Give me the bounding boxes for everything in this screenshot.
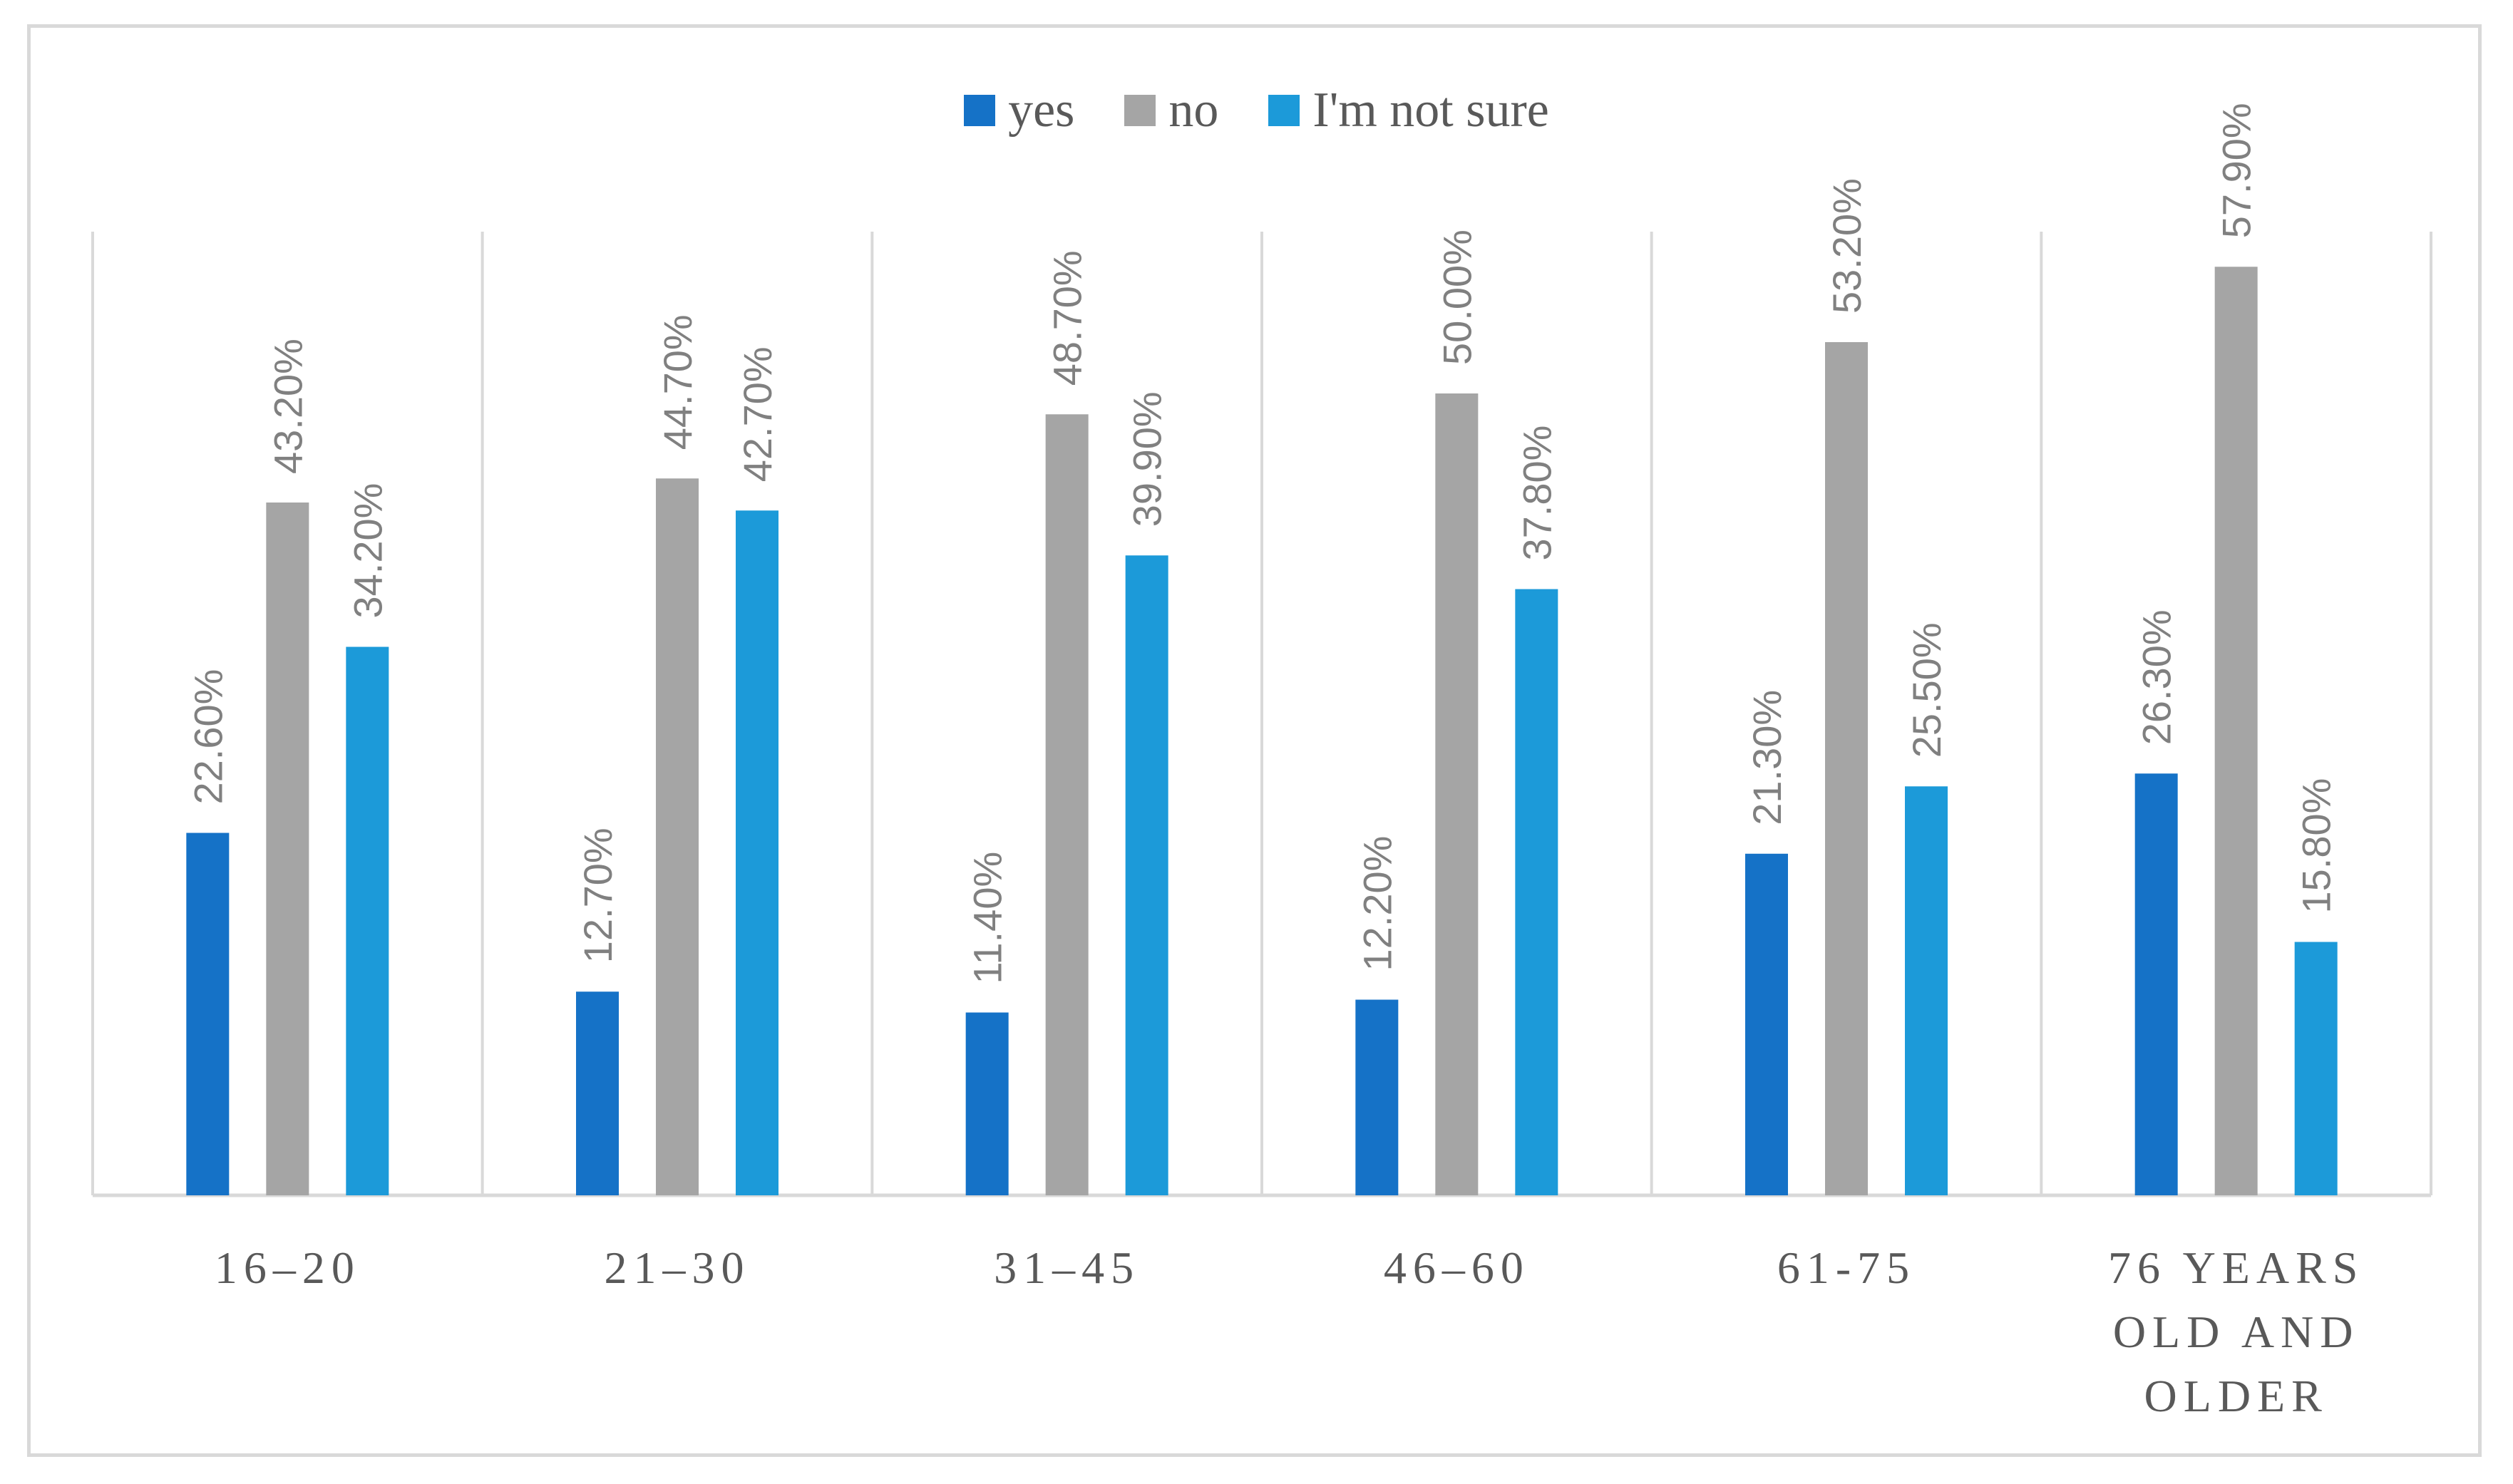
bar-no-2	[1045, 414, 1089, 1195]
legend-label-not-sure: I'm not sure	[1312, 83, 1549, 138]
legend-label-yes: yes	[1008, 83, 1075, 138]
data-label: 39.90%	[1125, 391, 1170, 527]
bar-i-m-not-sure-5	[2294, 942, 2338, 1195]
legend-item-yes: yes	[964, 86, 1074, 135]
data-label: 26.30%	[2134, 609, 2179, 745]
x-tick-label: 21–30	[605, 1242, 751, 1293]
bar-yes-0	[186, 833, 230, 1195]
data-label: 44.70%	[655, 314, 700, 450]
data-label: 57.90%	[2214, 103, 2259, 238]
legend-label-no: no	[1168, 83, 1219, 138]
data-label: 50.00%	[1434, 230, 1479, 365]
data-label: 12.20%	[1355, 836, 1399, 972]
legend-swatch-yes	[964, 95, 996, 126]
x-tick-label-line: OLDER	[2144, 1371, 2328, 1421]
bar-no-1	[656, 478, 699, 1195]
bar-no-0	[266, 503, 309, 1195]
bar-yes-3	[1355, 999, 1399, 1195]
data-label: 15.80%	[2294, 778, 2339, 914]
bar-i-m-not-sure-4	[1905, 786, 1948, 1195]
legend-swatch-not-sure	[1268, 95, 1300, 126]
data-label: 43.20%	[265, 339, 310, 474]
x-tick-label-line: 21–30	[605, 1242, 751, 1293]
x-tick-label-line: OLD AND	[2113, 1307, 2360, 1357]
data-label: 21.30%	[1744, 690, 1789, 825]
x-tick-label-line: 46–60	[1384, 1242, 1530, 1293]
bar-i-m-not-sure-3	[1515, 589, 1558, 1195]
x-tick-label-line: 16–20	[215, 1242, 361, 1293]
data-label: 22.60%	[185, 669, 230, 805]
bar-yes-4	[1745, 853, 1788, 1195]
data-label: 11.40%	[965, 852, 1010, 984]
bar-no-4	[1825, 342, 1868, 1195]
legend-item-no: no	[1124, 86, 1218, 135]
data-label: 53.20%	[1824, 178, 1869, 314]
data-label: 25.50%	[1904, 622, 1949, 758]
chart-frame	[27, 24, 2482, 1457]
data-label: 48.70%	[1045, 250, 1090, 386]
legend-item-not-sure: I'm not sure	[1268, 83, 1549, 138]
bar-i-m-not-sure-0	[346, 646, 389, 1195]
x-tick-label-line: 76 YEARS	[2108, 1242, 2364, 1293]
bar-no-5	[2214, 267, 2258, 1195]
chart-legend: yes no I'm not sure	[0, 78, 2513, 143]
bar-yes-5	[2134, 773, 2178, 1195]
bar-i-m-not-sure-2	[1125, 555, 1168, 1195]
x-tick-label: 31–45	[994, 1242, 1140, 1293]
bar-i-m-not-sure-1	[736, 510, 778, 1195]
x-tick-label: 76 YEARS OLD AND OLDER	[2108, 1242, 2364, 1421]
x-tick-label: 61-75	[1777, 1242, 1916, 1293]
bar-yes-1	[576, 991, 619, 1195]
data-label: 37.80%	[1514, 426, 1559, 561]
bar-yes-2	[965, 1012, 1009, 1195]
x-tick-label-line: 31–45	[994, 1242, 1140, 1293]
legend-swatch-no	[1124, 95, 1156, 126]
data-label: 34.20%	[345, 483, 390, 619]
data-label: 12.70%	[575, 828, 620, 963]
bar-no-3	[1435, 393, 1479, 1195]
x-tick-label: 16–20	[215, 1242, 361, 1293]
data-label: 42.70%	[735, 346, 780, 482]
x-tick-label: 46–60	[1384, 1242, 1530, 1293]
x-tick-label-line: 61-75	[1777, 1242, 1916, 1293]
